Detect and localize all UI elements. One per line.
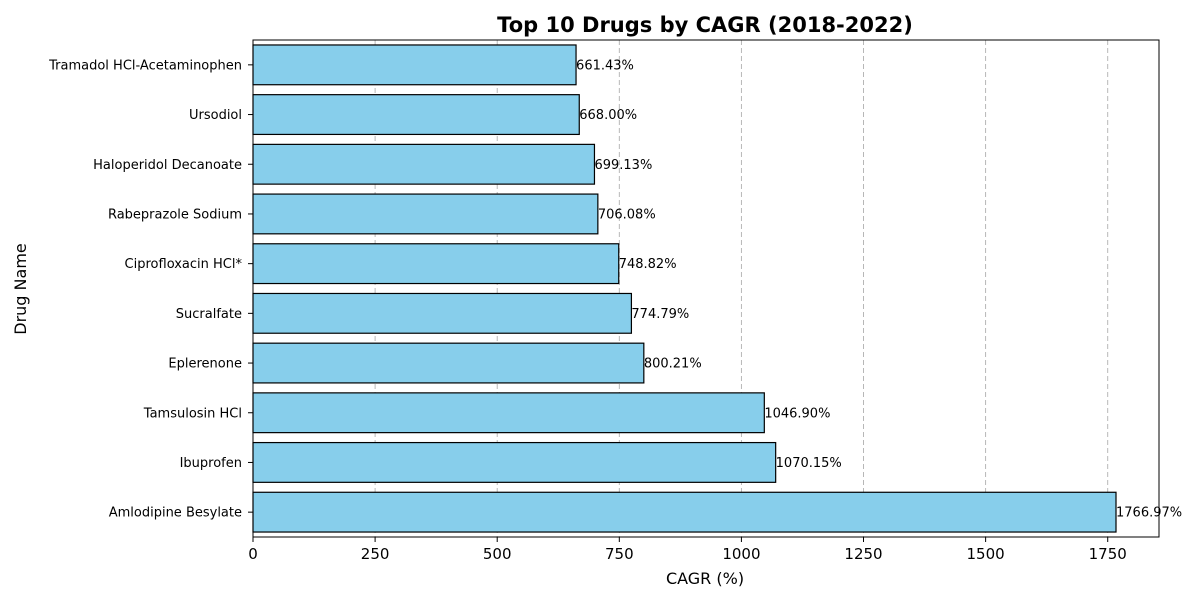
data-label: 1070.15%: [776, 456, 842, 471]
y-tick-label: Tamsulosin HCl: [143, 406, 242, 421]
x-axis-label: CAGR (%): [666, 569, 744, 588]
x-tick-label: 1000: [722, 545, 760, 563]
data-labels: 1766.97% 1070.15% 1046.90% 800.21% 774.79% 74…: [576, 58, 1182, 520]
data-label: 774.79%: [631, 307, 689, 322]
data-label: 1766.97%: [1116, 506, 1182, 521]
data-label: 661.43%: [576, 58, 634, 73]
y-tick-label: Ciprofloxacin HCl*: [125, 257, 243, 272]
y-tick-label: Tramadol HCl-Acetaminophen: [48, 58, 242, 73]
data-label: 706.08%: [598, 207, 656, 222]
x-tick-label: 500: [483, 545, 512, 563]
data-label: 748.82%: [619, 257, 677, 272]
x-tick-label: 1750: [1089, 545, 1127, 563]
y-tick-label: Ursodiol: [189, 108, 242, 123]
y-tick-label: Haloperidol Decanoate: [93, 158, 242, 173]
y-tick-label: Sucralfate: [176, 307, 242, 322]
bar: [252, 441, 777, 483]
bars: [252, 44, 1117, 533]
bar: [252, 44, 577, 86]
plot-frame: [252, 39, 1160, 538]
chart-title: Top 10 Drugs by CAGR (2018-2022): [497, 13, 913, 37]
bar: [252, 243, 620, 285]
y-tick-label: Eplerenone: [168, 357, 242, 372]
x-tick-labels: 0 250 500 750 1000 1250 1500 1750: [248, 537, 1127, 563]
x-tick-label: 0: [248, 545, 258, 563]
y-tick-labels: Amlodipine Besylate Ibuprofen Tamsulosin H…: [48, 58, 253, 521]
bar: [252, 143, 596, 185]
y-axis-label: Drug Name: [11, 243, 30, 334]
data-label: 699.13%: [594, 158, 652, 173]
bar: [252, 342, 645, 384]
y-tick-label: Amlodipine Besylate: [109, 506, 242, 521]
x-tick-label: 750: [605, 545, 634, 563]
data-label: 800.21%: [644, 357, 702, 372]
bar: [252, 392, 765, 434]
y-tick-label: Ibuprofen: [180, 456, 242, 471]
bar: [252, 94, 580, 136]
bar: [252, 193, 599, 235]
data-label: 1046.90%: [764, 406, 830, 421]
bar: [252, 491, 1117, 533]
x-tick-label: 1500: [967, 545, 1005, 563]
x-tick-label: 250: [361, 545, 390, 563]
bar: [252, 292, 633, 334]
data-label: 668.00%: [579, 108, 637, 123]
y-tick-label: Rabeprazole Sodium: [108, 207, 242, 222]
x-tick-label: 1250: [844, 545, 882, 563]
